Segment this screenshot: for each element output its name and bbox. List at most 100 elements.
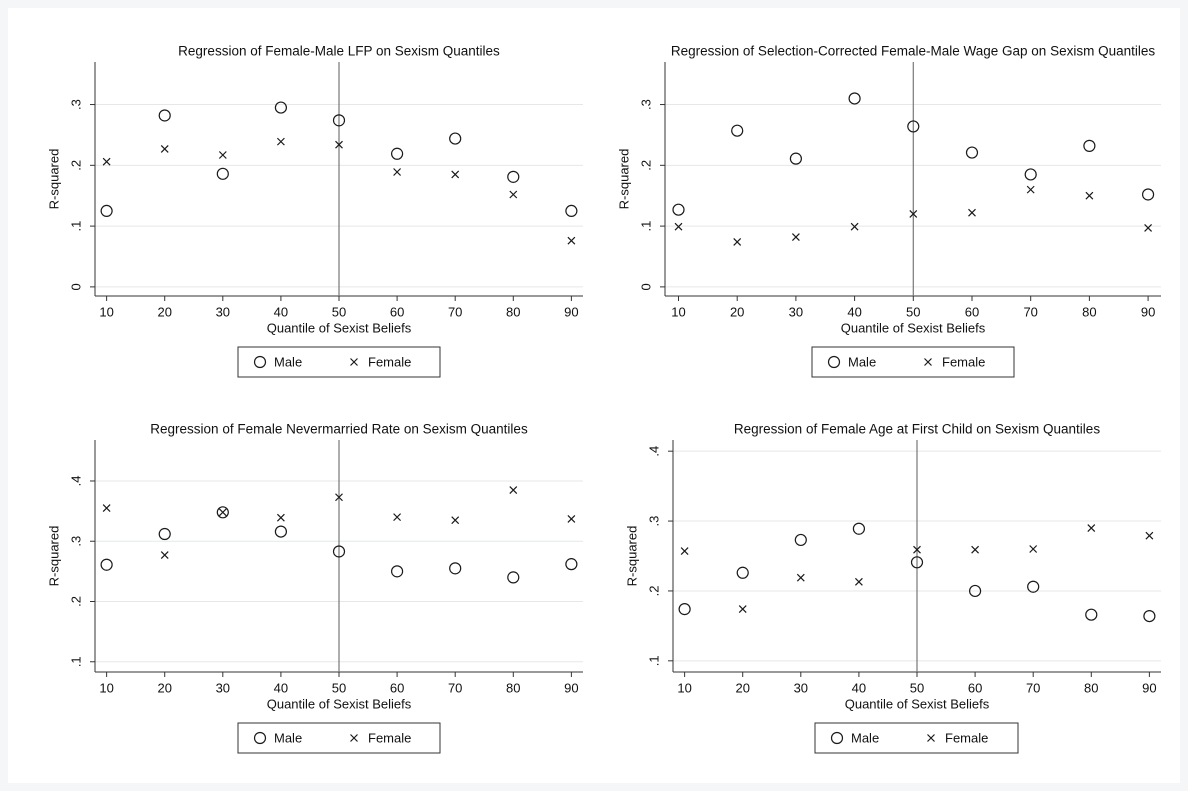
y-axis-title: R-squared <box>46 526 61 587</box>
y-tick-label: .2 <box>68 160 83 171</box>
y-tick-label: .1 <box>68 221 83 232</box>
chart-title: Regression of Female-Male LFP on Sexism … <box>178 44 500 59</box>
legend-label: Male <box>274 730 302 745</box>
x-tick-label: 50 <box>332 680 346 695</box>
x-tick-label: 50 <box>332 304 346 319</box>
legend-label: Female <box>368 730 411 745</box>
legend-marker <box>350 734 358 742</box>
data-point <box>567 515 576 523</box>
data-point <box>1144 224 1153 232</box>
data-point <box>968 584 982 598</box>
data-point <box>332 545 346 558</box>
x-tick-label: 40 <box>274 680 288 695</box>
x-tick-label: 30 <box>216 304 230 319</box>
data-point <box>968 208 976 217</box>
x-tick-label: 20 <box>735 680 749 695</box>
data-point <box>913 545 921 554</box>
y-tick-label: .2 <box>68 596 83 607</box>
data-point <box>274 101 288 114</box>
y-axis-title: R-squared <box>46 149 61 210</box>
data-point <box>218 151 227 159</box>
data-point <box>680 547 689 556</box>
data-point <box>274 525 288 538</box>
x-tick-label: 60 <box>965 304 979 319</box>
y-tick-label: .4 <box>68 476 83 487</box>
y-tick-label: .3 <box>68 536 83 547</box>
x-tick-label: 10 <box>99 304 113 319</box>
y-axis-title: R-squared <box>616 149 631 210</box>
data-point <box>390 147 404 160</box>
x-tick-label: 80 <box>506 680 520 695</box>
data-point <box>449 132 462 145</box>
data-point <box>160 551 169 560</box>
x-tick-label: 20 <box>157 304 171 319</box>
data-point <box>216 167 229 180</box>
legend-marker <box>927 734 935 742</box>
data-point <box>158 527 171 541</box>
data-point <box>565 204 578 218</box>
legend <box>814 722 1019 754</box>
data-point <box>158 109 171 122</box>
legend-marker <box>253 731 267 745</box>
data-point <box>1085 191 1094 200</box>
x-axis-title: Quantile of Sexist Beliefs <box>841 320 986 335</box>
data-point <box>733 237 742 246</box>
x-tick-label: 10 <box>677 680 691 695</box>
chart-title: Regression of Female Age at First Child … <box>734 422 1100 437</box>
data-point <box>507 571 520 584</box>
data-point <box>216 506 229 519</box>
y-tick-label: .1 <box>638 221 653 232</box>
data-point <box>736 566 749 579</box>
x-tick-label: 40 <box>852 680 866 695</box>
y-tick-label: .1 <box>646 655 661 666</box>
legend-marker <box>924 358 932 366</box>
data-point <box>160 144 169 153</box>
data-point <box>102 504 111 513</box>
data-point <box>565 558 578 571</box>
data-point <box>1083 139 1096 152</box>
y-axis-title: R-squared <box>624 526 639 587</box>
data-point <box>449 562 462 575</box>
x-tick-label: 60 <box>968 680 982 695</box>
data-point <box>971 545 980 554</box>
data-point <box>738 605 747 614</box>
chart-title: Regression of Selection-Corrected Female… <box>671 44 1155 59</box>
x-tick-label: 30 <box>789 304 803 319</box>
data-point <box>335 493 343 502</box>
x-tick-label: 20 <box>157 680 171 695</box>
legend-marker <box>827 355 841 369</box>
data-point <box>509 486 518 494</box>
x-tick-label: 50 <box>906 304 920 319</box>
data-point <box>731 124 744 137</box>
data-point <box>276 513 285 522</box>
data-point <box>507 170 520 183</box>
x-tick-label: 40 <box>274 304 288 319</box>
data-point <box>276 137 285 146</box>
x-tick-label: 60 <box>390 304 404 319</box>
legend-label: Male <box>851 730 879 745</box>
legend <box>811 346 1015 378</box>
chart-title: Regression of Female Nevermarried Rate o… <box>150 422 528 437</box>
x-tick-label: 10 <box>671 304 685 319</box>
data-point <box>390 565 404 578</box>
data-point <box>1085 608 1098 621</box>
legend-marker <box>830 731 844 745</box>
x-tick-label: 90 <box>1142 680 1156 695</box>
data-point <box>1143 609 1156 623</box>
data-point <box>102 157 111 166</box>
data-point <box>393 168 402 176</box>
data-point <box>218 508 227 517</box>
data-point <box>852 522 866 535</box>
data-point <box>848 92 861 105</box>
data-point <box>1029 545 1038 553</box>
data-point <box>791 233 800 241</box>
x-tick-label: 70 <box>1026 680 1040 695</box>
x-axis-title: Quantile of Sexist Beliefs <box>267 696 412 711</box>
data-point <box>789 152 802 165</box>
x-tick-label: 80 <box>506 304 520 319</box>
legend-label: Female <box>945 730 988 745</box>
y-tick-label: 0 <box>68 283 83 290</box>
legend <box>237 722 441 754</box>
data-point <box>335 140 343 149</box>
